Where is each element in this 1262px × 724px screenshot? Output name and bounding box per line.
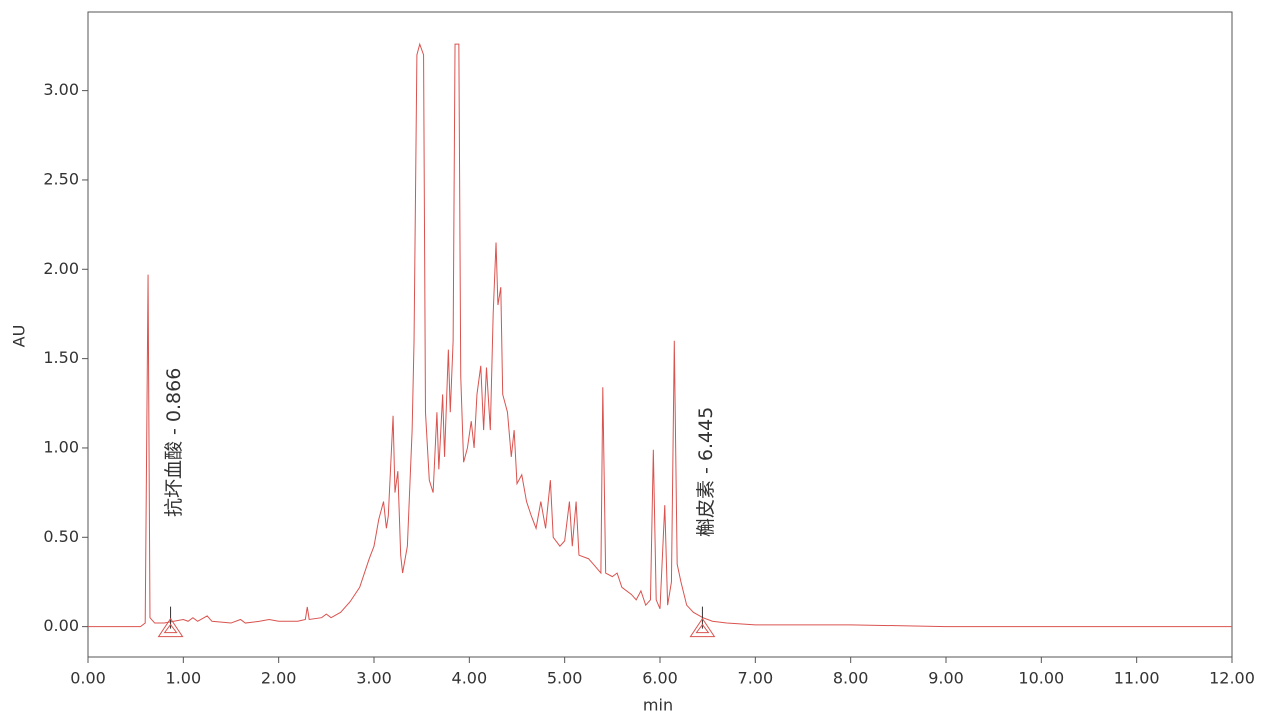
peak-triangle bbox=[689, 617, 716, 638]
plot-frame bbox=[87, 11, 1233, 658]
trace bbox=[88, 42, 1232, 628]
x-tick-label: 7.00 bbox=[738, 669, 774, 688]
y-axis-label: AU bbox=[10, 325, 29, 348]
x-tick-label: 9.00 bbox=[928, 669, 964, 688]
y-tick-label: 0.00 bbox=[43, 616, 79, 635]
y-tick-label: 2.50 bbox=[43, 169, 79, 188]
x-tick-label: 3.00 bbox=[356, 669, 392, 688]
y-tick-label: 1.00 bbox=[43, 437, 79, 456]
x-tick-label: 1.00 bbox=[166, 669, 202, 688]
y-tick-label: 0.50 bbox=[43, 527, 79, 546]
y-tick-label: 3.00 bbox=[43, 80, 79, 99]
x-tick-label: 0.00 bbox=[70, 669, 106, 688]
x-tick-label: 2.00 bbox=[261, 669, 297, 688]
y-tick-label: 2.00 bbox=[43, 259, 79, 278]
x-tick-label: 11.00 bbox=[1114, 669, 1160, 688]
x-tick-label: 8.00 bbox=[833, 669, 869, 688]
peak-triangle bbox=[157, 617, 184, 638]
x-tick-label: 6.00 bbox=[642, 669, 678, 688]
x-tick-label: 12.00 bbox=[1209, 669, 1255, 688]
x-tick-label: 4.00 bbox=[452, 669, 488, 688]
peak-label: 抗坏血酸 - 0.866 bbox=[163, 368, 185, 517]
peak-label: 槲皮素 - 6.445 bbox=[695, 407, 717, 537]
x-axis-label: min bbox=[643, 696, 673, 715]
x-tick-label: 10.00 bbox=[1018, 669, 1064, 688]
x-tick-label: 5.00 bbox=[547, 669, 583, 688]
y-tick-label: 1.50 bbox=[43, 348, 79, 367]
